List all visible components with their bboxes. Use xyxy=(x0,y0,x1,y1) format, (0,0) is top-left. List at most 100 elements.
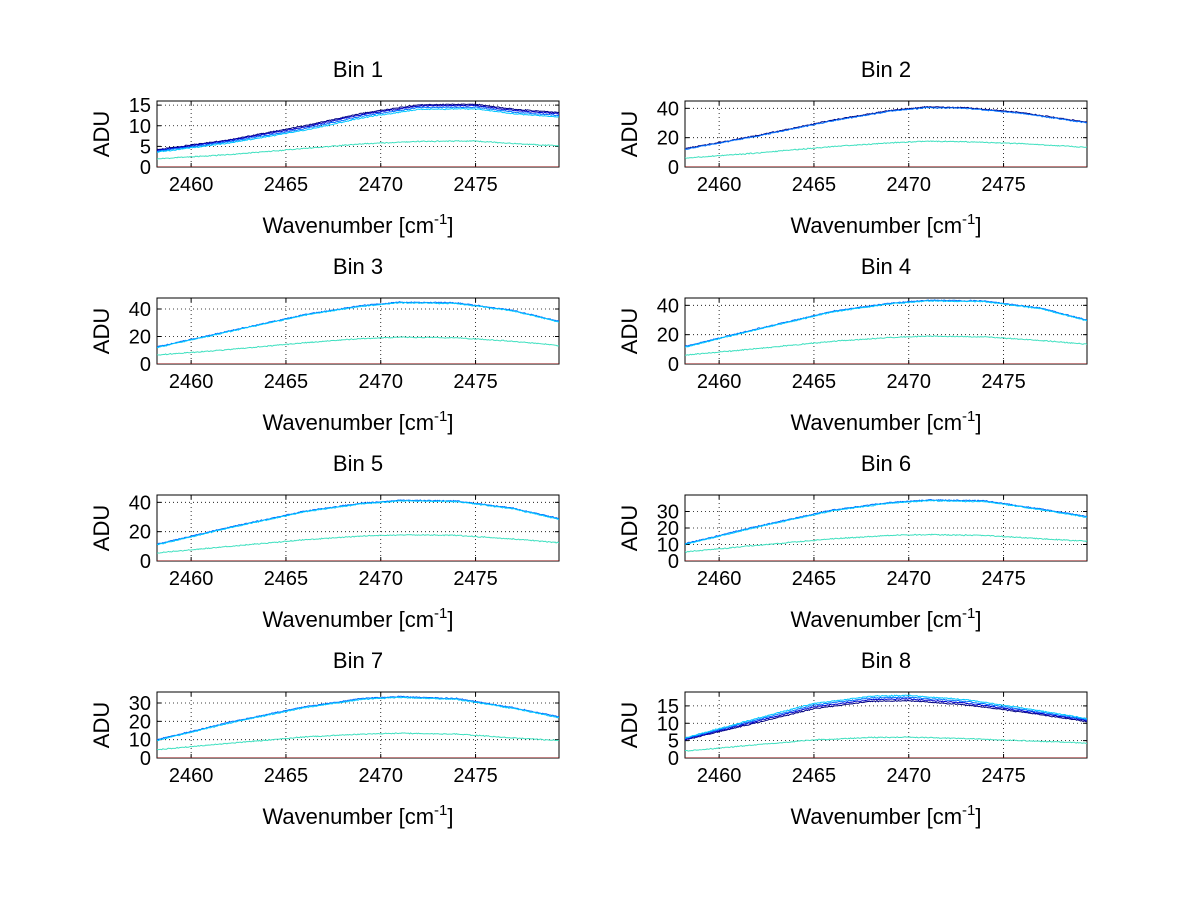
chart-2-y-tick-label: 20 xyxy=(657,128,679,150)
chart-4-x-tick-label: 2465 xyxy=(792,371,837,393)
chart-5-y-tick-label: 20 xyxy=(129,522,151,544)
chart-2-x-axis-label: Wavenumber [cm-1] xyxy=(790,211,981,238)
chart-4-title: Bin 4 xyxy=(861,254,911,279)
chart-5-plot-area xyxy=(156,494,560,562)
chart-1-series-line-4 xyxy=(157,107,559,153)
chart-5-x-tick-label: 2465 xyxy=(264,568,309,590)
chart-7-y-tick-label: 20 xyxy=(129,711,151,733)
chart-3-x-axis-label-end: ] xyxy=(447,410,453,435)
chart-1-title: Bin 1 xyxy=(333,57,383,82)
chart-3-title: Bin 3 xyxy=(333,254,383,279)
chart-2-series-line-2 xyxy=(685,106,1087,150)
chart-3-x-axis-label-main: Wavenumber [cm xyxy=(262,410,434,435)
chart-1-series-line-3 xyxy=(157,106,559,153)
chart-6-y-tick-label: 0 xyxy=(668,551,679,573)
chart-3-x-tick-label: 2460 xyxy=(169,371,214,393)
chart-7-y-tick-label: 30 xyxy=(129,693,151,715)
chart-8-title: Bin 8 xyxy=(861,648,911,673)
chart-8-x-tick-label: 2475 xyxy=(981,765,1026,787)
chart-4-x-axis-label-end: ] xyxy=(975,410,981,435)
chart-4-series-line-3 xyxy=(685,335,1087,356)
chart-3-y-axis-label: ADU xyxy=(89,308,114,354)
chart-2-title: Bin 2 xyxy=(861,57,911,82)
chart-5-x-tick-label: 2475 xyxy=(453,568,498,590)
chart-6-x-axis-label-main: Wavenumber [cm xyxy=(790,607,962,632)
chart-3-x-tick-label: 2465 xyxy=(264,371,309,393)
chart-6-x-tick-label: 2465 xyxy=(792,568,837,590)
chart-3-y-tick-label: 0 xyxy=(140,354,151,376)
chart-8-x-axis-label-sup: -1 xyxy=(962,802,975,819)
chart-5-y-axis-label: ADU xyxy=(89,505,114,551)
chart-2-y-axis-label: ADU xyxy=(617,111,642,157)
chart-8-series-line-5 xyxy=(685,736,1087,752)
chart-3-x-axis-label-sup: -1 xyxy=(434,408,447,425)
chart-6-series-group xyxy=(685,498,1087,561)
chart-8-x-axis-label-end: ] xyxy=(975,804,981,829)
chart-2-series-group xyxy=(685,105,1087,167)
chart-7-x-axis-label-main: Wavenumber [cm xyxy=(262,804,434,829)
chart-6-title: Bin 6 xyxy=(861,451,911,476)
chart-8-x-tick-label: 2460 xyxy=(697,765,742,787)
chart-5-x-tick-label: 2470 xyxy=(359,568,404,590)
chart-8-y-axis-label: ADU xyxy=(617,702,642,748)
chart-6-y-tick-label: 30 xyxy=(657,502,679,524)
chart-4-x-tick-label: 2460 xyxy=(697,371,742,393)
chart-8-x-axis-label: Wavenumber [cm-1] xyxy=(790,802,981,829)
chart-7-y-tick-label: 0 xyxy=(140,748,151,770)
chart-5-series-line-2 xyxy=(157,499,559,546)
chart-4-series-line-2 xyxy=(685,299,1087,348)
chart-8-y-tick-label: 5 xyxy=(668,731,679,753)
chart-1-series-line-2 xyxy=(157,104,559,152)
chart-8-series-line-4 xyxy=(685,694,1087,739)
chart-1-x-axis-label-end: ] xyxy=(447,213,453,238)
chart-6-series-line-2 xyxy=(685,499,1087,546)
chart-5-x-axis-label-main: Wavenumber [cm xyxy=(262,607,434,632)
chart-2-x-tick-label: 2475 xyxy=(981,174,1026,196)
chart-8-plot-area xyxy=(684,691,1088,759)
chart-4-series-group xyxy=(685,299,1087,364)
chart-7-x-axis-label-sup: -1 xyxy=(434,802,447,819)
chart-8-series-line-3 xyxy=(685,696,1087,740)
chart-5-title: Bin 5 xyxy=(333,451,383,476)
chart-3-x-tick-label: 2475 xyxy=(453,371,498,393)
chart-1-y-tick-label: 10 xyxy=(129,116,151,138)
chart-2-x-axis-label-sup: -1 xyxy=(962,211,975,228)
chart-8-series-line-1 xyxy=(685,699,1087,741)
chart-8-y-tick-label: 15 xyxy=(657,696,679,718)
chart-7-x-tick-label: 2460 xyxy=(169,765,214,787)
chart-1-x-tick-label: 2465 xyxy=(264,174,309,196)
chart-6-x-axis-label: Wavenumber [cm-1] xyxy=(790,605,981,632)
chart-7-series-line-2 xyxy=(157,696,559,742)
chart-1-y-tick-label: 0 xyxy=(140,157,151,179)
chart-7-y-tick-label: 10 xyxy=(129,730,151,752)
chart-6-x-axis-label-sup: -1 xyxy=(962,605,975,622)
chart-2-x-axis-label-end: ] xyxy=(975,213,981,238)
chart-2-x-tick-label: 2465 xyxy=(792,174,837,196)
chart-1-x-tick-label: 2475 xyxy=(453,174,498,196)
chart-7-x-axis-label-end: ] xyxy=(447,804,453,829)
chart-3: Bin 3 2460 2465 2470 2475 0 20 40 Wavenumber [cm… xyxy=(89,254,560,435)
chart-8-series-group xyxy=(685,694,1087,758)
chart-7-series-line-3 xyxy=(157,732,559,751)
chart-5: Bin 5 2460 2465 2470 2475 0 20 40 Wavenumber [cm… xyxy=(89,451,560,632)
chart-6-x-axis-label-end: ] xyxy=(975,607,981,632)
chart-3-x-axis-label: Wavenumber [cm-1] xyxy=(262,408,453,435)
chart-7-x-tick-label: 2465 xyxy=(264,765,309,787)
chart-2-series-line-3 xyxy=(685,140,1087,159)
chart-5-x-axis-label: Wavenumber [cm-1] xyxy=(262,605,453,632)
chart-7-series-line-1 xyxy=(157,695,559,741)
chart-4-x-axis-label-sup: -1 xyxy=(962,408,975,425)
chart-6-y-axis-label: ADU xyxy=(617,505,642,551)
chart-6-x-tick-label: 2460 xyxy=(697,568,742,590)
chart-1-series-group xyxy=(157,103,559,167)
chart-1-x-axis-label: Wavenumber [cm-1] xyxy=(262,211,453,238)
chart-3-y-tick-label: 20 xyxy=(129,327,151,349)
chart-1-plot-area xyxy=(156,100,560,168)
chart-8-series-line-2 xyxy=(685,697,1087,740)
chart-3-series-line-2 xyxy=(157,301,559,349)
chart-8-y-tick-label: 0 xyxy=(668,748,679,770)
